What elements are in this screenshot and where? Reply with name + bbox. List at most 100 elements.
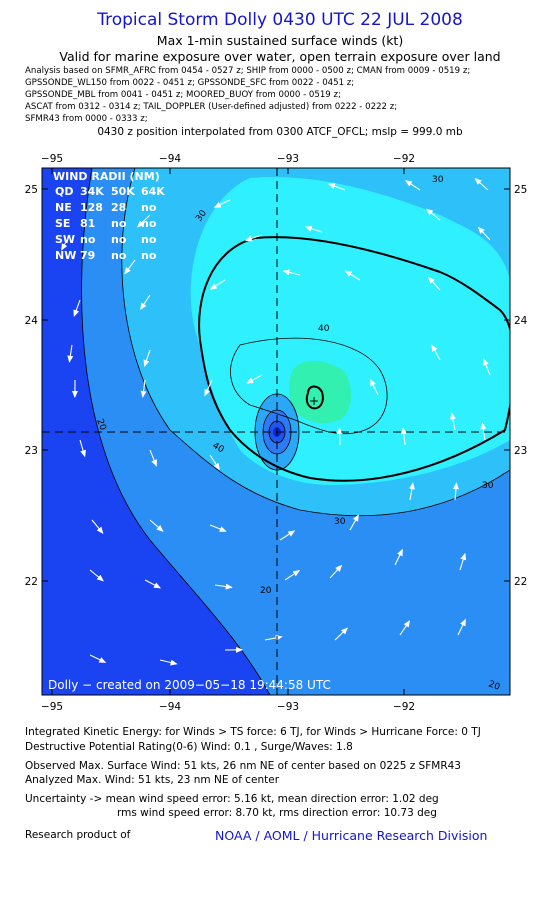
wind-vector-arrow xyxy=(474,178,489,191)
wind-radii-cell: no xyxy=(111,233,127,246)
wind-radii-header: 34K xyxy=(80,185,104,198)
contour-50 xyxy=(305,385,324,410)
contour-20 xyxy=(81,168,271,695)
noaa-aoml-link[interactable]: NOAA / AOML / Hurricane Research Divisio… xyxy=(215,828,488,843)
wind-radii-header: 64K xyxy=(141,185,165,198)
contour-label: 20 xyxy=(94,418,107,432)
wind-vector-arrow xyxy=(149,519,164,532)
wind-vector-arrow xyxy=(140,294,151,311)
wind-radii-cell: no xyxy=(111,217,127,230)
y-tick-right: 22 xyxy=(514,576,527,588)
wind-vector-arrow xyxy=(349,514,359,531)
wind-vector-arrow xyxy=(426,208,441,221)
analysis-line-2: GPSSONDE_WL150 from 0022 - 0451 z; GPSSO… xyxy=(25,78,355,88)
map-frame xyxy=(41,167,511,696)
wind-radii-cell: NE xyxy=(55,201,72,214)
wind-vector-arrow xyxy=(329,564,343,579)
x-tick-bottom: −93 xyxy=(277,701,299,713)
wind-radii-cell: 128 xyxy=(80,201,103,214)
wind-vector-arrow xyxy=(452,482,459,501)
uncertainty-rms-line: rms wind speed error: 8.70 kt, rms direc… xyxy=(117,807,437,819)
wind-radii-cell: 28 xyxy=(111,201,126,214)
uncertainty-mean-line: Uncertainty -> mean wind speed error: 5.… xyxy=(25,793,439,805)
wind-vector-arrow xyxy=(89,569,104,582)
wind-vector-arrow xyxy=(137,214,151,228)
wind-vector-arrow xyxy=(209,279,226,290)
contour-label: 40 xyxy=(318,324,330,334)
contour-label: 30 xyxy=(432,175,444,185)
wind-vector-arrow xyxy=(209,454,220,471)
contour-label: 30 xyxy=(482,481,494,491)
wind-vector-arrow xyxy=(408,482,415,501)
y-tick-left: 23 xyxy=(25,445,38,457)
wind-vector-arrow xyxy=(67,344,74,363)
wind-vector-arrow xyxy=(91,519,104,534)
wind-vector-arrow xyxy=(284,570,301,581)
observed-max-wind-line: Observed Max. Surface Wind: 51 kts, 26 n… xyxy=(25,760,461,772)
map-subtitle-winds: Max 1-min sustained surface winds (kt) xyxy=(156,33,404,48)
ike-line: Integrated Kinetic Energy: for Winds > T… xyxy=(25,726,481,738)
wind-radii-cell: SW xyxy=(55,233,75,246)
wind-radii-cell: no xyxy=(141,201,157,214)
wind-vector-arrow xyxy=(370,378,379,396)
y-tick-left: 25 xyxy=(25,184,38,196)
wind-vector-arrow xyxy=(214,583,233,590)
wind-vector-arrow xyxy=(264,634,283,641)
destructive-potential-line: Destructive Potential Rating(0-6) Wind: … xyxy=(25,741,353,753)
wind-vector-arrow xyxy=(431,344,441,361)
wind-radii-cell: no xyxy=(80,233,96,246)
y-tick-right: 25 xyxy=(514,184,527,196)
contour-label: 20 xyxy=(487,679,501,692)
wind-vector-arrow xyxy=(400,427,407,446)
contour-label: 20 xyxy=(260,586,272,596)
wind-radii-cell: no xyxy=(111,249,127,262)
research-product-label: Research product of xyxy=(25,829,131,841)
wind-radii-cell: NW xyxy=(55,249,76,262)
x-tick-bottom: −92 xyxy=(393,701,415,713)
contour-40 xyxy=(230,337,388,435)
y-tick-right: 24 xyxy=(514,315,528,327)
analysis-line-5: SFMR43 from 0000 - 0333 z; xyxy=(25,114,148,124)
max-wind-marker: + xyxy=(309,394,319,408)
contour-30 xyxy=(121,168,510,517)
wind-vector-arrow xyxy=(143,349,151,368)
wind-vector-arrow xyxy=(209,524,227,532)
wind-vector-arrow xyxy=(204,379,213,397)
x-tick-top: −94 xyxy=(159,153,181,165)
contour-34kt xyxy=(198,236,510,482)
wind-vector-arrow xyxy=(336,427,343,446)
position-line: 0430 z position interpolated from 0300 A… xyxy=(97,126,463,138)
y-tick-left: 22 xyxy=(25,576,38,588)
wind-vector-arrow xyxy=(159,659,178,666)
map-title: Tropical Storm Dolly 0430 UTC 22 JUL 200… xyxy=(97,10,463,30)
y-tick-left: 24 xyxy=(25,315,39,327)
wind-radii-cell: no xyxy=(141,233,157,246)
wind-vector-arrow xyxy=(334,627,349,641)
wind-vector-arrow xyxy=(213,199,231,208)
wind-vectors xyxy=(61,178,491,666)
analysis-line-1: Analysis based on SFMR_AFRC from 0454 - … xyxy=(25,66,471,76)
wind-vector-arrow xyxy=(480,422,487,441)
wind-vector-arrow xyxy=(459,552,467,571)
wind-vector-arrow xyxy=(483,358,491,376)
band-above-50kt xyxy=(289,361,352,424)
wind-vector-arrow xyxy=(328,183,346,191)
map-subtitle-exposure: Valid for marine exposure over water, op… xyxy=(59,49,501,64)
wind-vector-arrow xyxy=(140,379,147,398)
x-tick-bottom: −94 xyxy=(159,701,181,713)
wind-radii-table: WIND RADII (NM) QD 34K 50K 64K NE 128 28… xyxy=(53,170,165,262)
contour-label: 30 xyxy=(334,517,346,527)
wind-radii-header: QD xyxy=(55,185,73,198)
analyzed-max-wind-line: Analyzed Max. Wind: 51 kts, 23 nm NE of … xyxy=(25,774,280,786)
wind-radii-title: WIND RADII (NM) xyxy=(53,170,160,183)
wind-radii-cell: no xyxy=(141,249,157,262)
wind-vector-arrow xyxy=(304,225,323,233)
wind-radii-cell: SE xyxy=(55,217,70,230)
y-tick-right: 23 xyxy=(514,445,527,457)
wind-vector-arrow xyxy=(399,620,411,636)
wind-vector-arrow xyxy=(457,618,466,636)
axis-labels: −95 −94 −93 −92 −95 −94 −93 −92 25 24 23… xyxy=(25,153,528,713)
x-tick-top: −95 xyxy=(41,153,63,165)
wind-vector-arrow xyxy=(89,654,107,663)
wind-vector-arrow xyxy=(73,299,81,317)
